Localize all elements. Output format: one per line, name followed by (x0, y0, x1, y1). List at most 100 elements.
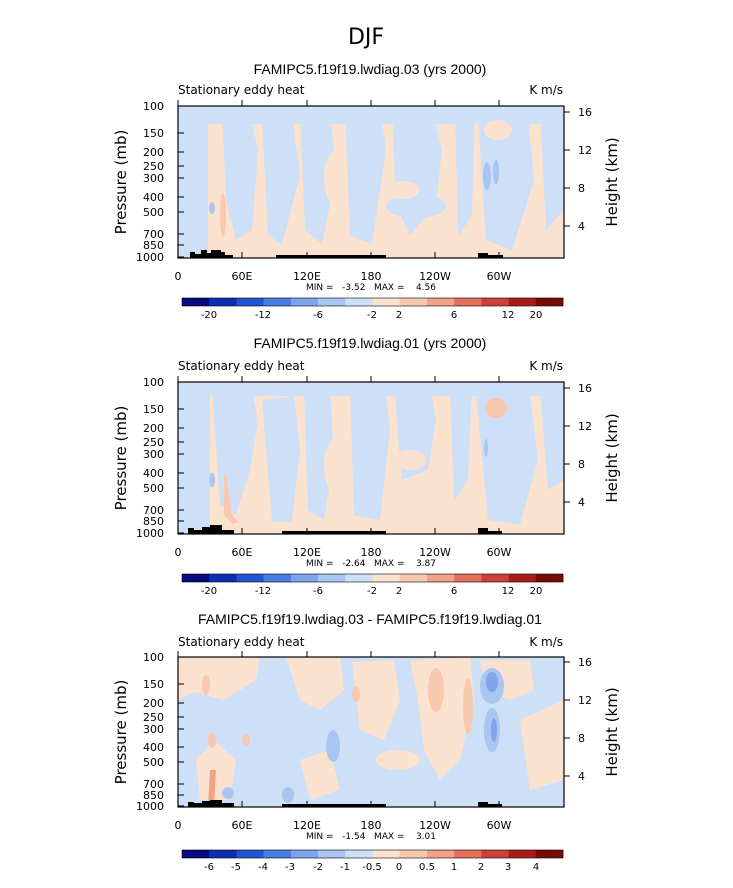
y-tick-label: 200 (143, 422, 164, 435)
colorbar-swatch (290, 850, 319, 858)
colorbar-swatch (508, 298, 537, 306)
colorbar-label: -6 (313, 310, 323, 321)
x-tick-label: 180 (361, 819, 382, 832)
colorbar-swatch (454, 850, 482, 858)
y-tick-label: 500 (143, 482, 164, 495)
x-tick-label: 120W (419, 819, 451, 832)
panel-1: FAMIPC5.f19f19.lwdiag.03 (yrs 2000) Stat… (112, 61, 621, 321)
colorbar-swatch (263, 298, 292, 306)
x-tick-label: 120E (293, 270, 321, 283)
colorbar-label: 1 (451, 862, 457, 873)
colorbar-label: 20 (530, 310, 543, 321)
colorbar-swatch (209, 298, 237, 306)
left-label: Stationary eddy heat (178, 359, 305, 373)
y-tick-labels: 100 150 200 250 300 400 500 700 850 1000 (136, 376, 164, 540)
colorbar-swatch (263, 574, 292, 582)
colorbar-label: 0.5 (419, 862, 435, 873)
colorbar: -6 -5 -4 -3 -2 -1 -0.5 0 0.5 1 2 3 4 5 6 (181, 849, 564, 873)
colorbar-swatch (318, 850, 346, 858)
figure-title: DJF (348, 25, 384, 50)
colorbar-label: 12 (502, 586, 515, 597)
x-tick-label: 60E (232, 270, 253, 283)
y2-tick-labels: 16 12 8 4 (578, 656, 592, 783)
y-tick-label: 300 (143, 172, 164, 185)
y-tick-label: 700 (143, 228, 164, 241)
y2-tick-label: 16 (578, 656, 592, 669)
x-ticks (177, 651, 500, 807)
y2-tick-label: 12 (578, 694, 592, 707)
y2-tick-label: 12 (578, 144, 592, 157)
units-label: K m/s (529, 83, 563, 97)
min-max-label: MIN = -1.54 MAX = 3.01 (306, 832, 436, 842)
y-tick-label: 250 (143, 436, 164, 449)
colorbar-swatch (426, 298, 455, 306)
colorbar-swatch (508, 850, 537, 858)
colorbar-swatches (181, 297, 564, 307)
colorbar-label: 6 (451, 310, 457, 321)
y-tick-label: 150 (143, 403, 164, 416)
units-label: K m/s (529, 359, 563, 373)
y-tick-label: 1000 (136, 800, 164, 813)
colorbar-swatch (454, 574, 482, 582)
plot-area (177, 105, 565, 259)
colorbar-labels: -20 -12 -6 -2 2 6 12 20 (201, 586, 543, 597)
x-tick-label: 120W (419, 270, 451, 283)
colorbar-label: -3 (285, 862, 295, 873)
colorbar-label: -0.5 (362, 862, 382, 873)
colorbar-swatch (426, 850, 455, 858)
colorbar-swatch (236, 574, 264, 582)
plot-area (177, 381, 565, 535)
y-tick-label: 150 (143, 127, 164, 140)
y2label: Height (km) (603, 137, 621, 226)
colorbar-swatch (345, 574, 373, 582)
colorbar-label: 20 (530, 586, 543, 597)
y-tick-label: 100 (143, 376, 164, 389)
y2-tick-label: 16 (578, 382, 592, 395)
y2-ticks (564, 111, 570, 227)
y-ticks (178, 381, 184, 534)
x-tick-label: 60W (487, 270, 512, 283)
panel-3: FAMIPC5.f19f19.lwdiag.03 - FAMIPC5.f19f1… (112, 611, 621, 873)
y-tick-label: 500 (143, 756, 164, 769)
colorbar-label: 12 (502, 310, 515, 321)
colorbar-swatches (181, 573, 564, 583)
colorbar-swatch (372, 850, 401, 858)
colorbar-swatch (236, 850, 264, 858)
colorbar-swatch (182, 298, 210, 306)
x-tick-label: 60W (487, 819, 512, 832)
colorbar-swatch (182, 850, 210, 858)
x-tick-label: 60E (232, 819, 253, 832)
colorbar-swatch (399, 298, 428, 306)
x-ticks (177, 100, 500, 258)
y2label: Height (km) (603, 413, 621, 502)
colorbar-border (181, 849, 564, 859)
y2-tick-label: 8 (578, 182, 585, 195)
y-tick-label: 200 (143, 146, 164, 159)
colorbar-label: -20 (201, 586, 217, 597)
colorbar-label: 3 (505, 862, 511, 873)
colorbar-label: 2 (396, 310, 402, 321)
x-tick-label: 120W (419, 546, 451, 559)
colorbar-label: -5 (231, 862, 241, 873)
y-tick-label: 1000 (136, 251, 164, 264)
y2-tick-label: 4 (578, 770, 585, 783)
y-tick-label: 150 (143, 678, 164, 691)
colorbar-label: 4 (533, 862, 539, 873)
colorbar-swatch (426, 574, 455, 582)
colorbar-swatch (290, 574, 319, 582)
x-tick-label: 180 (361, 546, 382, 559)
colorbar-swatches (181, 849, 564, 859)
colorbar-label: 2 (478, 862, 484, 873)
colorbar-label: -12 (255, 310, 271, 321)
panel-title: FAMIPC5.f19f19.lwdiag.03 - FAMIPC5.f19f1… (198, 611, 542, 627)
colorbar: -20 -12 -6 -2 2 6 12 20 (181, 573, 564, 597)
colorbar-labels: -6 -5 -4 -3 -2 -1 -0.5 0 0.5 1 2 3 4 5 6 (204, 862, 539, 873)
y-tick-label: 400 (143, 467, 164, 480)
y2-ticks (564, 387, 570, 503)
colorbar-swatch (290, 298, 319, 306)
y-tick-label: 850 (143, 789, 164, 802)
colorbar-swatch (399, 850, 428, 858)
y-tick-label: 700 (143, 778, 164, 791)
colorbar-swatch (372, 574, 401, 582)
colorbar-label: -1 (340, 862, 350, 873)
